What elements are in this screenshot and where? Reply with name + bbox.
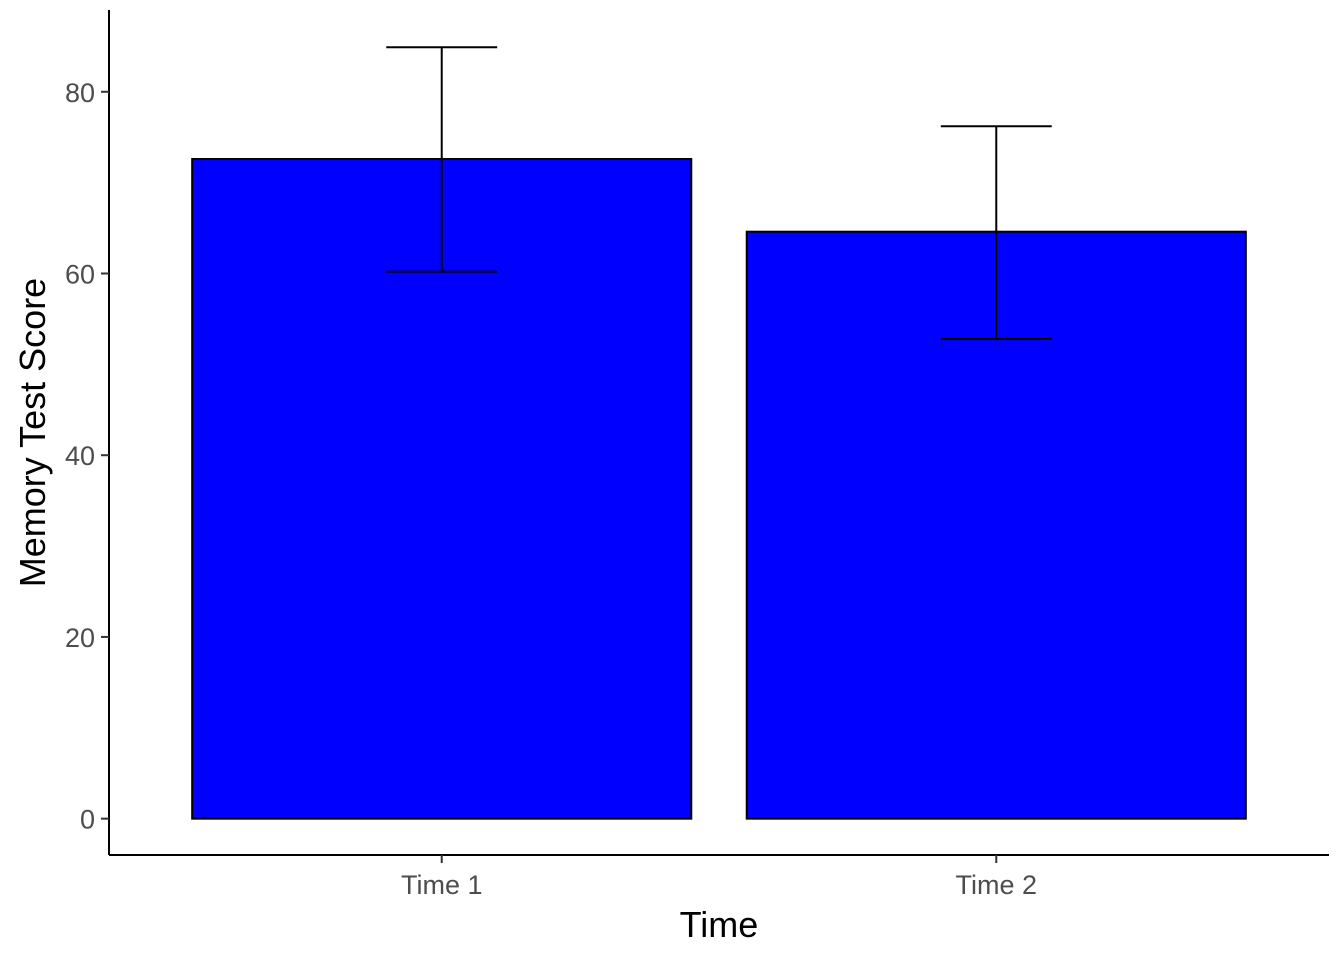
y-ticks-layer: 0 20 40 60 80: [65, 78, 109, 835]
y-tick-label-0: 0: [80, 805, 95, 835]
x-tick-label-1: Time 1: [401, 870, 483, 900]
y-axis-title: Memory Test Score: [12, 278, 53, 587]
y-tick-label-80: 80: [65, 78, 95, 108]
errorbar-2: [940, 125, 1052, 340]
x-ticks-layer: Time 1 Time 2: [401, 855, 1037, 900]
errorbars-layer: [386, 46, 1052, 340]
x-tick-label-2: Time 2: [956, 870, 1038, 900]
bars-layer: [191, 158, 1247, 820]
y-tick-label-60: 60: [65, 259, 95, 289]
y-tick-label-20: 20: [65, 623, 95, 653]
y-tick-label-40: 40: [65, 441, 95, 471]
x-axis-title: Time: [680, 904, 759, 945]
errorbar-1: [386, 46, 498, 273]
